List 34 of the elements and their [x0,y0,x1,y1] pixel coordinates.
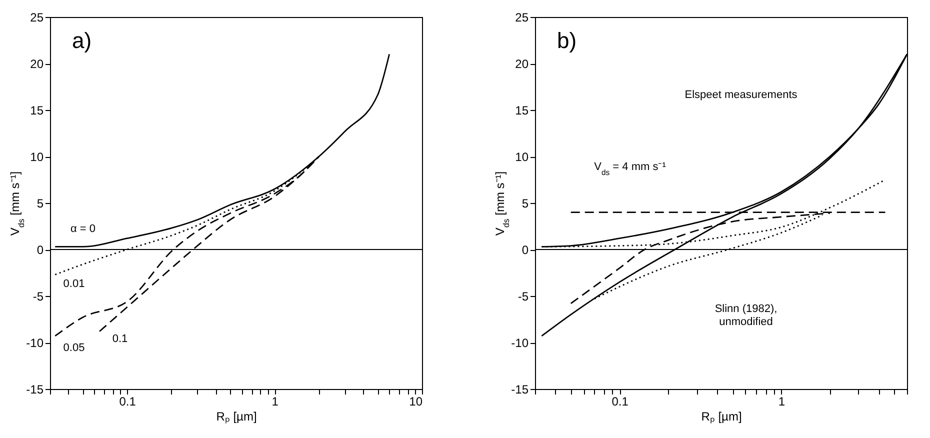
y-tick-label: -5 [518,290,529,304]
y-tick-label: 25 [515,10,529,24]
y-tick-label: 25 [30,10,44,24]
x-axis-title: Rₚ [µm] [216,410,257,424]
y-tick-label: 0 [522,243,529,257]
y-tick-label: 5 [522,196,529,210]
y-tick-label: -10 [26,336,44,350]
annotation: V$_{ds}$ = 4 mm s⁻¹ [594,161,666,176]
y-tick-label: 20 [515,57,529,71]
text: b) [557,28,577,53]
y-tick-label: 10 [30,150,44,164]
y-tick-label: 15 [30,104,44,118]
annotation: 0.1 [112,333,128,345]
annotation: 0.01 [63,278,85,290]
x-tick-label: 1 [778,394,786,408]
y-tick-label: 0 [36,243,44,257]
x-tick-label: 1 [272,394,279,408]
text: a) [72,28,92,53]
y-tick-label: 10 [515,150,529,164]
annotation: α = 0 [70,223,96,235]
y-tick-label: -10 [511,336,529,350]
y-tick-label: -15 [511,382,529,396]
x-axis-title: Rₚ [µm] [701,410,742,424]
annotation: 0.05 [63,342,85,354]
y-tick-label: 15 [515,104,529,118]
y-tick-label: 20 [30,57,44,71]
x-tick-label: 0.1 [612,394,629,408]
annotation: Slinn (1982), unmodified [714,303,778,328]
x-tick-label: 10 [409,394,423,408]
x-tick-label: 0.1 [119,394,136,408]
y-tick-label: -5 [32,290,44,304]
y-tick-label: -15 [26,382,44,396]
y-tick-label: 5 [36,196,44,210]
annotation: Elspeet measurements [684,89,798,101]
